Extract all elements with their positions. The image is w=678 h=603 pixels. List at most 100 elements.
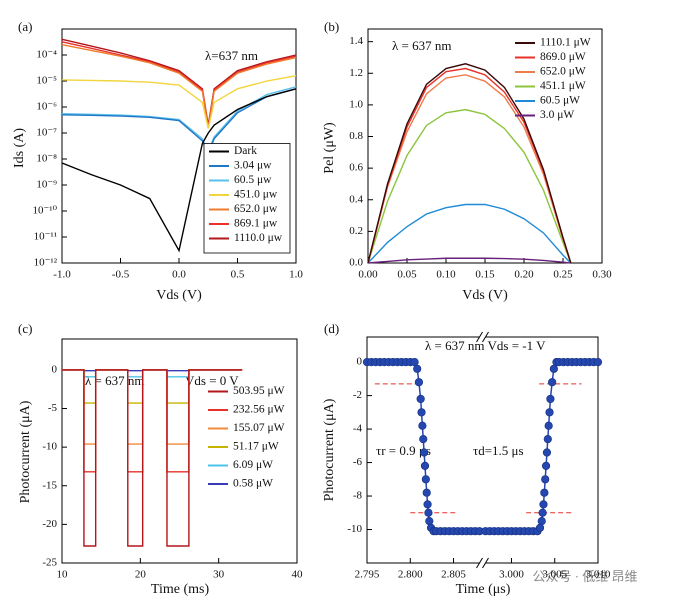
plot-frame	[367, 28, 603, 264]
y-tick-label: 10⁻⁵	[36, 75, 57, 87]
y-tick-label: 1.4	[349, 35, 363, 47]
data-point	[546, 394, 555, 404]
x-tick-label: 0.30	[592, 269, 612, 281]
x-tick-label: 3.005	[542, 569, 567, 581]
plot-frame	[61, 338, 298, 564]
legend-label: 155.07 μW	[233, 422, 285, 434]
y-tick-label: -4	[353, 423, 363, 435]
series-line	[61, 75, 297, 129]
data-point	[414, 378, 424, 387]
legend-label: 51.17 μW	[233, 441, 279, 453]
axis-break-mark	[482, 557, 489, 569]
axis-break-mark	[476, 331, 483, 343]
series-line	[367, 108, 572, 264]
series-line	[61, 86, 297, 153]
data-point	[537, 517, 546, 526]
y-tick-label: -8	[353, 490, 363, 502]
data-point	[538, 508, 547, 517]
series-line	[62, 369, 243, 473]
y-axis-label: Photocurrent (μA)	[18, 400, 33, 503]
legend-label: 6.09 μW	[233, 459, 273, 471]
x-tick-label: 0.15	[475, 269, 495, 281]
annotation: τd=1.5 μs	[473, 443, 524, 458]
y-tick-label: -10	[347, 523, 362, 535]
x-tick-label: 3.010	[586, 569, 611, 581]
x-tick-label: 1.0	[289, 269, 303, 281]
x-tick-label: 0.00	[358, 269, 378, 281]
annotation: λ = 637 nm	[85, 373, 145, 388]
data-point	[540, 488, 549, 497]
series-line	[367, 63, 572, 264]
y-axis-label: Photocurrent (μA)	[322, 398, 337, 501]
x-tick-label: 2.805	[441, 569, 466, 581]
panel-label: (b)	[324, 19, 339, 34]
y-tick-label: -2	[353, 389, 362, 401]
x-axis-label: Time (μs)	[456, 582, 511, 597]
panel-label: (c)	[18, 321, 32, 336]
y-tick-label: 10⁻⁴	[36, 49, 57, 61]
data-point	[422, 488, 431, 497]
y-tick-label: 1.2	[349, 67, 363, 79]
y-tick-label: 0.8	[349, 130, 363, 142]
data-point	[548, 378, 557, 387]
x-tick-label: 0.25	[553, 269, 573, 281]
data-point	[542, 448, 552, 457]
x-tick-label: 0.10	[436, 269, 456, 281]
data-point	[423, 500, 432, 509]
x-tick-label: 40	[292, 569, 304, 581]
data-point	[539, 500, 548, 509]
y-tick-label: 10⁻⁹	[36, 179, 57, 191]
y-tick-label: 10⁻¹²	[34, 257, 58, 269]
legend-label: Dark	[234, 145, 257, 157]
data-point	[545, 408, 554, 417]
axis-break-mark	[482, 331, 489, 343]
x-tick-label: 2.795	[355, 569, 380, 581]
y-tick-label: 10⁻⁸	[36, 153, 57, 165]
legend-label: 652.0 μW	[540, 66, 586, 78]
y-tick-label: -10	[42, 441, 57, 453]
annotation: λ = 637 nm Vds = -1 V	[425, 338, 546, 353]
y-tick-label: 0.0	[349, 257, 363, 269]
series-line	[62, 369, 243, 404]
y-tick-label: 10⁻¹¹	[34, 231, 57, 243]
x-tick-label: 0.20	[514, 269, 534, 281]
series-line	[62, 369, 243, 547]
legend-label: 60.5 μW	[540, 95, 580, 107]
legend-label: 3.04 μw	[234, 160, 272, 172]
legend-label: 3.0 μW	[540, 109, 574, 121]
y-tick-label: 0.2	[349, 225, 363, 237]
data-point	[541, 461, 551, 471]
x-tick-label: 0.05	[397, 269, 417, 281]
data-point	[544, 421, 553, 430]
panel-label: (a)	[18, 19, 32, 34]
data-point	[420, 461, 430, 471]
legend-label: 869.1 μw	[234, 218, 278, 230]
series-line	[367, 74, 572, 264]
annotation: λ=637 nm	[205, 48, 258, 63]
x-tick-label: 30	[213, 569, 225, 581]
x-tick-label: -1.0	[53, 269, 71, 281]
series-line	[61, 38, 297, 126]
data-point	[416, 394, 425, 404]
legend-label: 0.58 μW	[233, 478, 273, 490]
series-line	[62, 369, 243, 445]
data-point	[424, 508, 433, 517]
legend-label: 869.0 μW	[540, 51, 586, 63]
y-axis-label: Ids (A)	[12, 128, 27, 168]
y-tick-label: 1.0	[349, 98, 363, 110]
y-tick-label: -20	[42, 518, 57, 530]
annotation: τr = 0.9 μs	[376, 443, 431, 458]
series-line	[61, 88, 297, 253]
series-line	[367, 203, 572, 264]
data-point	[418, 421, 427, 430]
y-tick-label: -25	[42, 557, 57, 569]
y-tick-label: 0	[52, 363, 58, 375]
y-tick-label: -5	[48, 402, 58, 414]
x-tick-label: 10	[57, 569, 69, 581]
y-tick-label: -6	[353, 456, 363, 468]
series-line	[367, 257, 571, 264]
legend-label: 652.0 μw	[234, 203, 278, 215]
annotation: Vds = 0 V	[185, 373, 239, 388]
y-tick-label: -15	[42, 479, 57, 491]
